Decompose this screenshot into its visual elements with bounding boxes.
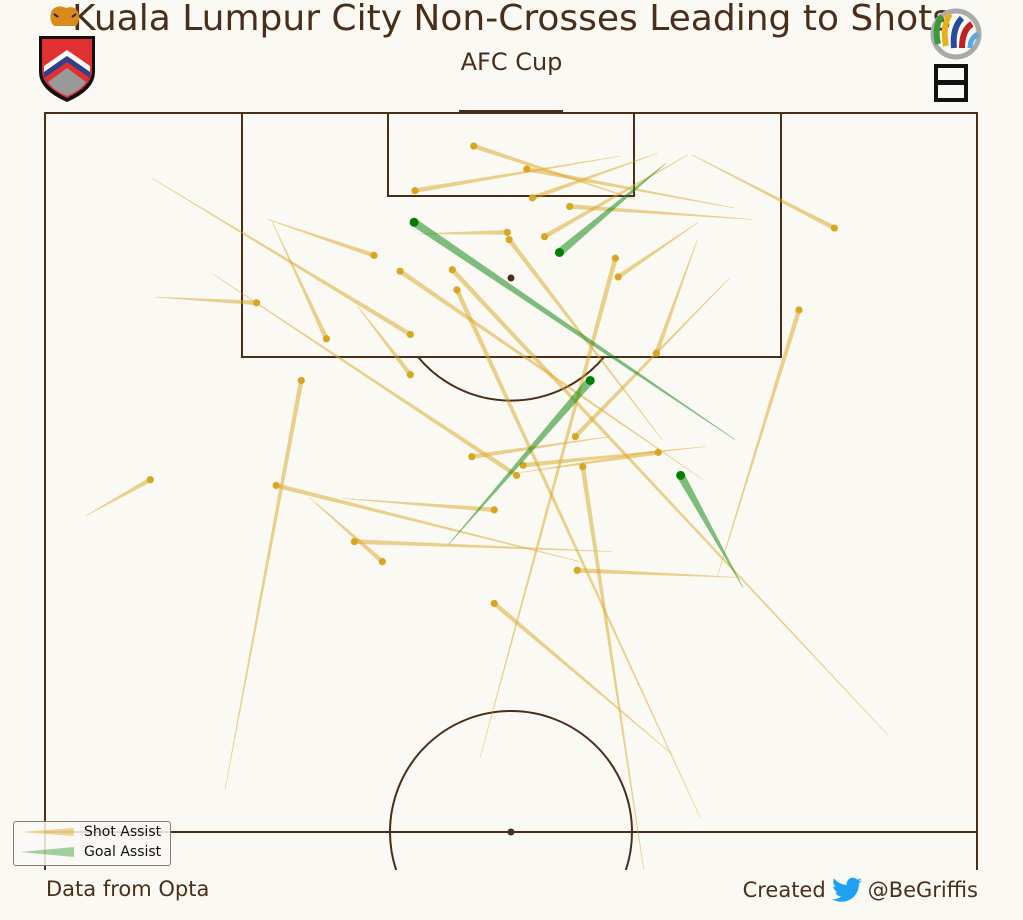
shot-assist-end-point	[795, 306, 803, 314]
shot-assist-end-point	[297, 376, 305, 385]
shot-assist-end-point	[378, 558, 386, 566]
shot-assist-line	[531, 152, 658, 201]
club-crest-logo	[39, 6, 95, 102]
shot-assist-end-point	[470, 142, 478, 150]
shot-assist-line	[275, 483, 581, 562]
center-spot	[507, 828, 515, 836]
shot-assist-end-point	[611, 254, 619, 262]
chart-title: Kuala Lumpur City Non-Crosses Leading to…	[72, 0, 951, 39]
shot-assist-end-point	[512, 471, 521, 479]
legend-label-goal-assist: Goal Assist	[84, 844, 162, 860]
shot-assist-line	[414, 155, 621, 193]
shot-assist-line	[454, 288, 701, 818]
shot-assist-end-point	[579, 463, 587, 471]
shot-assist-line	[691, 154, 836, 231]
shot-assist-end-point	[540, 233, 549, 241]
legend-label-shot-assist: Shot Assist	[84, 824, 162, 840]
penalty-spot	[507, 274, 515, 282]
shot-assist-line	[354, 539, 612, 552]
shot-assist-end-point	[528, 194, 537, 202]
shot-assist-end-point	[614, 273, 622, 281]
legend-item-shot-assist: Shot Assist	[18, 824, 161, 840]
shot-assist-end-point	[830, 224, 839, 232]
credit: Created @BeGriffis	[743, 877, 978, 903]
shot-assist-end-point	[396, 267, 404, 275]
shot-assist-end-point	[272, 481, 280, 490]
shot-assist-end-point	[406, 330, 414, 339]
goal-assist-line	[556, 163, 666, 256]
shot-assist-end-point	[654, 448, 662, 456]
shot-assist-end-point	[453, 286, 461, 294]
goal-assist-line	[677, 473, 744, 588]
shot-assist-end-point	[322, 335, 331, 343]
shot-assist-end-point	[566, 202, 574, 211]
shot-assist-line	[577, 567, 739, 578]
shot-assist-line	[85, 477, 152, 516]
shot-assist-end-point	[146, 476, 154, 484]
shot-assist-line	[471, 436, 610, 459]
shot-assist-end-point	[571, 432, 579, 441]
goal-assist-end-point	[585, 375, 595, 385]
shot-assist-line	[479, 257, 618, 758]
shot-assist-line	[654, 239, 698, 354]
goal-assist-swatch	[20, 847, 74, 857]
shot-assist-end-point	[505, 235, 513, 244]
shot-assist-line	[308, 496, 384, 564]
shot-assist-line	[472, 143, 636, 200]
shot-assist-line	[492, 601, 673, 755]
shot-assist-line	[272, 222, 329, 340]
shot-assist-line	[522, 446, 706, 468]
shot-assist-end-point	[519, 461, 527, 469]
shot-assist-line	[356, 305, 413, 377]
goal-assist-end-point	[409, 217, 419, 227]
center-circle	[389, 710, 633, 870]
shot-assist-line	[212, 273, 518, 478]
legend: Shot Assist Goal Assist	[13, 821, 171, 866]
legend-item-goal-assist: Goal Assist	[18, 844, 161, 860]
credit-handle[interactable]: @BeGriffis	[867, 878, 978, 902]
shot-assist-line	[224, 380, 304, 791]
shot-assist-line	[580, 466, 645, 870]
data-source: Data from Opta	[46, 877, 210, 901]
shot-assist-line	[520, 450, 659, 473]
shot-assist-line	[419, 230, 508, 235]
shot-assist-end-point	[573, 566, 581, 574]
twitter-bird-icon	[831, 877, 862, 902]
shot-assist-end-point	[406, 371, 414, 379]
shot-assist-line	[342, 498, 495, 513]
shot-assist-line	[616, 222, 699, 279]
shot-assist-end-point	[370, 251, 378, 259]
credit-prefix: Created	[742, 878, 826, 902]
goal-assist-end-point	[554, 247, 564, 257]
shot-assist-end-point	[411, 187, 419, 195]
afc-cup-logo	[930, 8, 982, 102]
shot-assist-line	[450, 268, 889, 736]
shot-assist-line	[267, 219, 375, 258]
shot-assist-end-point	[490, 599, 498, 607]
shot-assist-line	[154, 296, 257, 306]
shot-assist-end-point	[503, 228, 511, 236]
chart-subtitle: AFC Cup	[460, 48, 563, 76]
shot-assist-end-point	[448, 266, 456, 274]
goal-assist-end-point	[676, 470, 686, 480]
shot-assist-line	[151, 177, 412, 337]
shot-assist-line	[716, 309, 802, 578]
shot-assist-end-point	[468, 453, 476, 461]
shot-assist-line	[573, 278, 730, 439]
shot-assist-end-point	[490, 506, 498, 514]
goal-assist-line	[448, 377, 594, 545]
shot-assist-swatch	[20, 828, 74, 836]
penalty-box	[241, 112, 782, 358]
goal-assist-line	[411, 218, 735, 440]
